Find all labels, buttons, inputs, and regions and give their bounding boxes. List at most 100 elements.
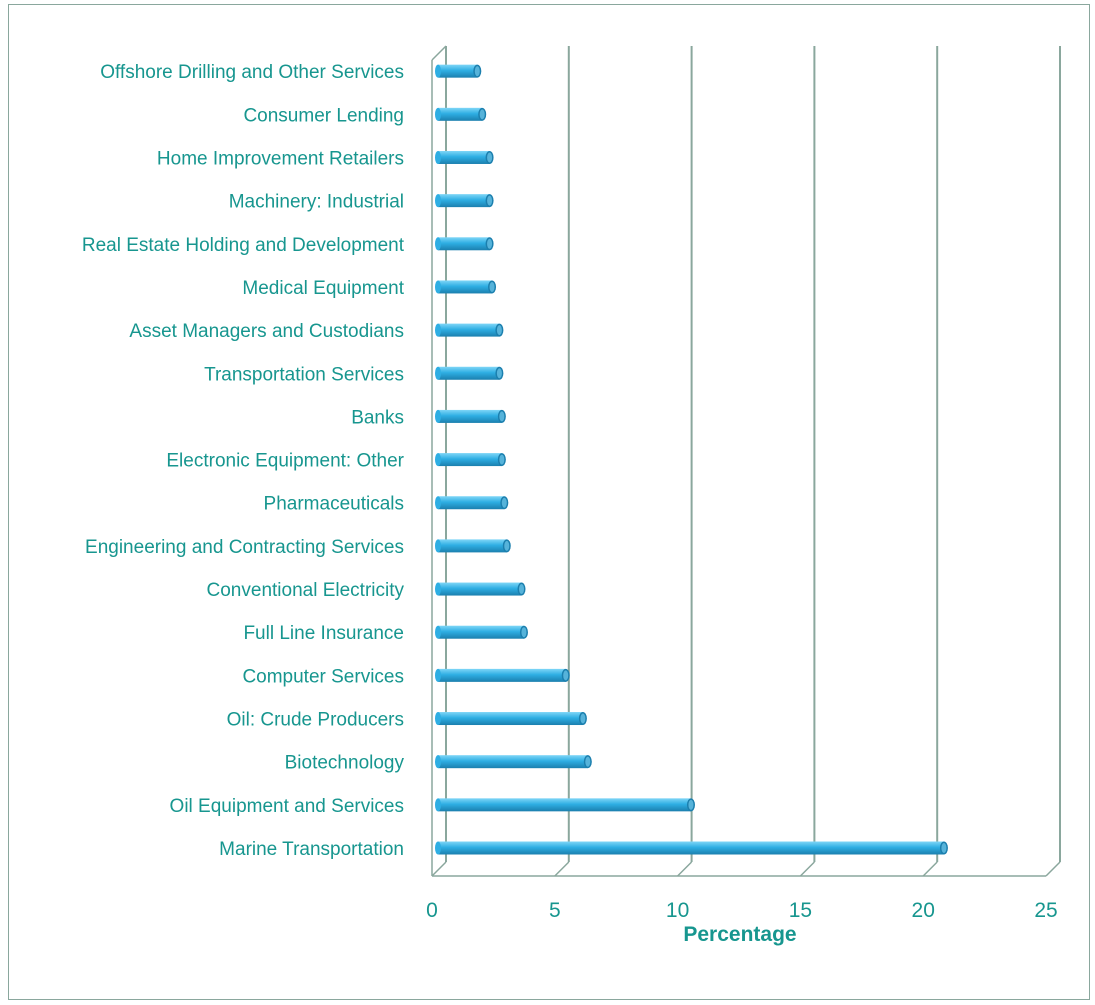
bar-body <box>438 280 493 294</box>
bar-start-cap <box>435 64 441 78</box>
bar-cap-highlight <box>489 281 495 292</box>
bar-cap-highlight <box>585 756 591 767</box>
bar-start-cap <box>435 625 441 639</box>
bar <box>435 712 587 726</box>
bar-start-cap <box>435 237 441 251</box>
bar-cap-highlight <box>487 152 493 163</box>
bar <box>435 237 494 251</box>
floor-line <box>799 861 815 877</box>
bar-start-cap <box>435 150 441 164</box>
side-wall-top <box>431 45 447 61</box>
bar-body <box>438 366 500 380</box>
category-label: Computer Services <box>242 666 404 687</box>
bar-body <box>438 712 583 726</box>
x-tick-label: 20 <box>912 899 935 922</box>
category-label: Biotechnology <box>285 753 405 774</box>
bar-cap-highlight <box>487 195 493 206</box>
bar-cap-highlight <box>501 497 507 508</box>
bar-body <box>438 194 490 208</box>
bar-start-cap <box>435 712 441 726</box>
bar-start-cap <box>435 539 441 553</box>
bar-body <box>438 625 524 639</box>
bar-start-cap <box>435 323 441 337</box>
category-label: Home Improvement Retailers <box>157 148 404 169</box>
bar-start-cap <box>435 798 441 812</box>
x-tick-label: 15 <box>789 899 812 922</box>
bar <box>435 409 506 423</box>
x-tick-label: 0 <box>426 899 438 922</box>
bar <box>435 798 695 812</box>
bars <box>435 64 948 855</box>
bar-body <box>438 237 490 251</box>
chart-frame <box>8 4 1090 1000</box>
category-label: Marine Transportation <box>219 839 404 860</box>
bar-cap-highlight <box>499 454 505 465</box>
bar-body <box>438 798 691 812</box>
category-label: Conventional Electricity <box>207 580 405 601</box>
category-label: Pharmaceuticals <box>264 494 404 515</box>
category-label: Transportation Services <box>204 364 404 385</box>
bar-cap-highlight <box>487 238 493 249</box>
bar-cap-highlight <box>479 109 485 120</box>
floor-line <box>1045 861 1061 877</box>
bar-body <box>438 841 944 855</box>
category-label: Oil Equipment and Services <box>170 796 404 817</box>
bar-body <box>438 64 478 78</box>
bar-start-cap <box>435 280 441 294</box>
bar <box>435 107 487 121</box>
category-label: Offshore Drilling and Other Services <box>100 62 404 83</box>
floor-line <box>554 861 570 877</box>
bar-cap-highlight <box>496 368 502 379</box>
bar-cap-highlight <box>519 584 525 595</box>
x-tick-labels: 0 5 10 15 20 25 <box>426 899 1058 922</box>
bar-body <box>438 755 588 769</box>
bar <box>435 755 592 769</box>
bar-cap-highlight <box>521 627 527 638</box>
bar <box>435 841 948 855</box>
category-label: Full Line Insurance <box>243 623 404 644</box>
bar-body <box>438 409 502 423</box>
bar <box>435 64 482 78</box>
category-labels: Marine Transportation Oil Equipment and S… <box>82 62 405 860</box>
bar-start-cap <box>435 194 441 208</box>
bar-cap-highlight <box>563 670 569 681</box>
bar-body <box>438 323 500 337</box>
bar-body <box>438 668 566 682</box>
category-label: Medical Equipment <box>242 278 404 299</box>
floor-line <box>677 861 693 877</box>
bar <box>435 150 494 164</box>
bar <box>435 539 511 553</box>
floor-line <box>922 861 938 877</box>
bar-start-cap <box>435 668 441 682</box>
x-tick-label: 10 <box>666 899 689 922</box>
bar-cap-highlight <box>474 66 480 77</box>
bar-start-cap <box>435 107 441 121</box>
category-label: Oil: Crude Producers <box>227 710 404 731</box>
bar-body <box>438 107 483 121</box>
bar-cap-highlight <box>688 799 694 810</box>
bar-cap-highlight <box>499 411 505 422</box>
bar-start-cap <box>435 453 441 467</box>
bar-start-cap <box>435 496 441 510</box>
bar <box>435 453 506 467</box>
bar-cap-highlight <box>580 713 586 724</box>
bar <box>435 582 526 596</box>
category-label: Machinery: Industrial <box>229 192 404 213</box>
bar-cap-highlight <box>941 843 947 853</box>
bar-cap-highlight <box>504 540 510 551</box>
bar-body <box>438 453 502 467</box>
bar-body <box>438 539 507 553</box>
category-label: Electronic Equipment: Other <box>166 451 404 472</box>
bar <box>435 496 509 510</box>
bar-start-cap <box>435 409 441 423</box>
bar-start-cap <box>435 841 441 855</box>
floor-line <box>431 861 447 877</box>
x-axis-title: Percentage <box>683 923 796 946</box>
bar <box>435 366 504 380</box>
category-label: Real Estate Holding and Development <box>82 235 405 256</box>
x-tick-label: 5 <box>549 899 561 922</box>
bar-cap-highlight <box>496 325 502 336</box>
bar <box>435 323 504 337</box>
bar-start-cap <box>435 366 441 380</box>
